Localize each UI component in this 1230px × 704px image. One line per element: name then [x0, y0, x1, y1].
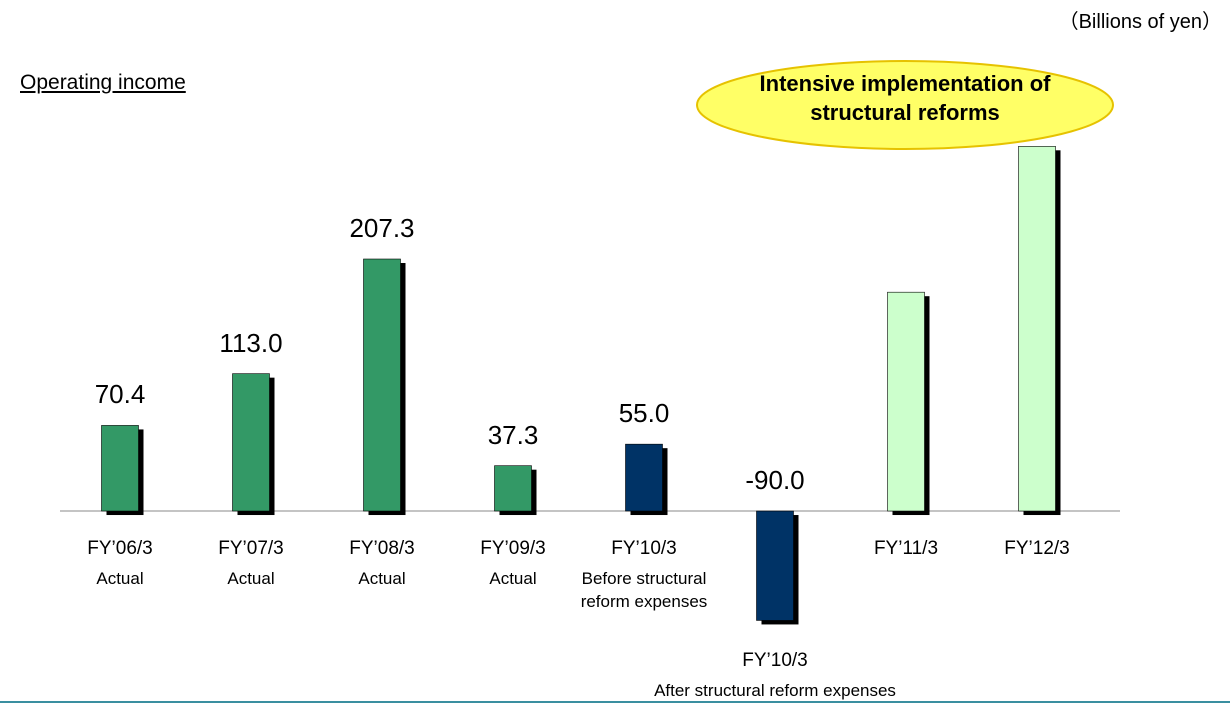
- value-label: -90.0: [745, 465, 805, 496]
- bar: [887, 291, 925, 512]
- x-tick-label: FY’06/3: [87, 538, 153, 559]
- value-label: 37.3: [487, 419, 539, 450]
- x-tick-sublabel: Before structural reform expenses: [580, 569, 708, 611]
- bar: [625, 443, 663, 512]
- annotation: Intensive implementation of structural r…: [759, 71, 1051, 125]
- annotation-bubble: [696, 60, 1114, 150]
- value-label: 207.3: [349, 213, 415, 243]
- value-label: 55.0: [618, 398, 670, 429]
- x-tick-sublabel: Actual: [227, 569, 275, 588]
- x-tick-sublabel: Actual: [489, 569, 537, 588]
- x-tick-label: FY’08/3: [349, 538, 415, 559]
- value-label: 70.4: [94, 379, 146, 410]
- bar: [101, 425, 139, 512]
- unit-label: （Billions of yen）: [1058, 11, 1222, 33]
- x-tick-label: FY’10/3: [611, 538, 677, 559]
- bar: [756, 510, 794, 621]
- x-tick-label: FY’07/3: [218, 538, 284, 559]
- bar: [494, 465, 532, 512]
- chart-title: Operating income: [20, 71, 186, 94]
- x-tick-sublabel: Actual: [96, 569, 144, 588]
- x-tick-sublabel: After structural reform expenses: [654, 681, 896, 701]
- bar: [232, 373, 270, 512]
- x-tick-label: FY’11/3: [873, 538, 939, 559]
- x-tick-label: FY’09/3: [480, 538, 546, 559]
- x-tick-label: FY’12/3: [1004, 538, 1070, 559]
- value-label: 113.0: [219, 327, 283, 358]
- bar: [363, 258, 401, 512]
- bar: [1018, 146, 1056, 512]
- x-tick-label: FY’10/3: [742, 650, 808, 672]
- x-tick-sublabel: Actual: [358, 569, 406, 588]
